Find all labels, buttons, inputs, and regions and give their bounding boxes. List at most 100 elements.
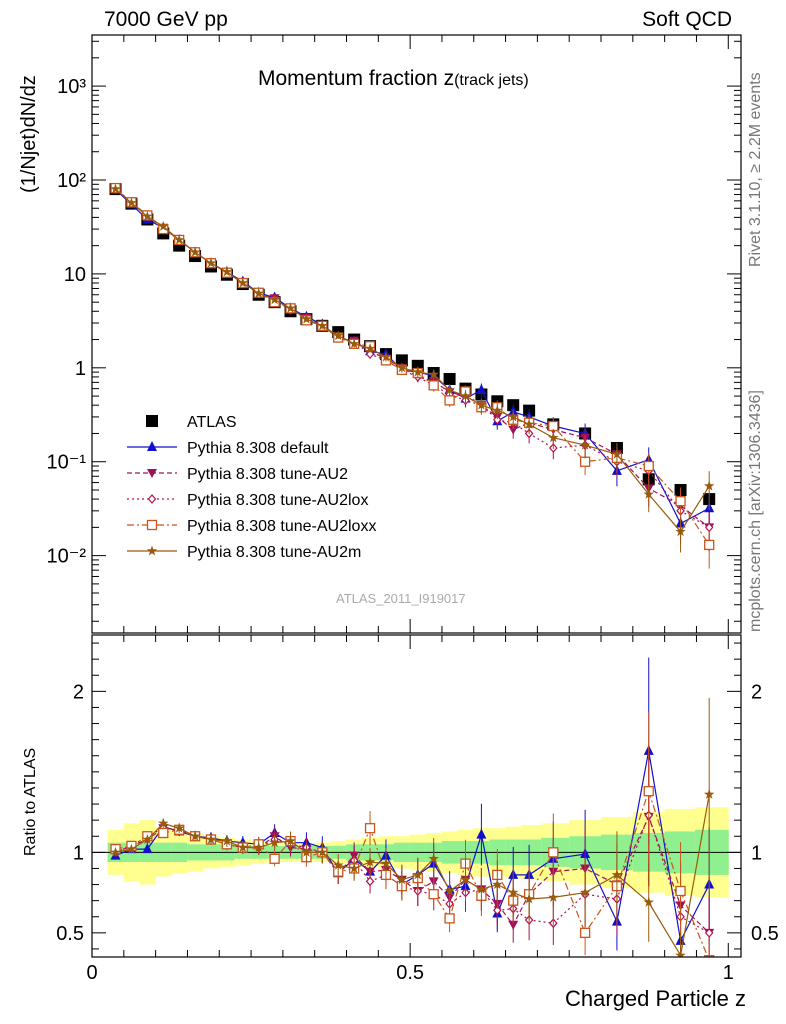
y-tick-label-main: 1 bbox=[75, 358, 86, 380]
data-point-AU2m bbox=[428, 853, 439, 864]
data-point-AU2m bbox=[380, 858, 392, 869]
data-point-AU2m bbox=[704, 480, 715, 491]
data-point-AU2m bbox=[444, 885, 455, 896]
data-point-default bbox=[142, 843, 153, 854]
data-point-AU2lox bbox=[365, 876, 375, 887]
data-point-AU2m bbox=[492, 879, 503, 889]
data-point-AU2m bbox=[675, 526, 686, 537]
data-point-AU2m bbox=[704, 788, 715, 799]
data-point-AU2m bbox=[317, 320, 328, 331]
data-point-AU2m bbox=[412, 869, 423, 880]
header-right: Soft QCD bbox=[642, 8, 732, 31]
axes-frames bbox=[91, 34, 742, 958]
data-point-AU2m bbox=[444, 384, 455, 395]
legend-marker-AU2lox bbox=[147, 494, 157, 504]
data-point-AU2loxx bbox=[643, 460, 654, 472]
y-tick-label-main: 10³ bbox=[57, 76, 86, 98]
y-tick-label-main: 10⁻¹ bbox=[47, 452, 87, 474]
data-point-default bbox=[476, 384, 487, 395]
data-point-AU2m bbox=[611, 448, 623, 459]
series-default-ratio bbox=[110, 657, 715, 957]
data-point-AU2m bbox=[428, 368, 439, 379]
y-tick-label-ratio-left: 1 bbox=[73, 842, 84, 864]
data-point-AU2m bbox=[189, 830, 201, 841]
series-AU2m bbox=[110, 183, 715, 553]
data-point-AU2m bbox=[173, 234, 185, 245]
data-point-AU2m bbox=[285, 835, 296, 846]
legend-label-AU2lox: Pythia 8.308 tune-AU2lox bbox=[187, 492, 368, 509]
y-axis-label-ratio: Ratio to ATLAS bbox=[22, 747, 39, 856]
data-point-AU2m bbox=[126, 843, 137, 854]
data-point-AU2m bbox=[523, 893, 535, 904]
data-point-AU2loxx bbox=[675, 885, 686, 897]
data-point-AU2m bbox=[508, 411, 519, 422]
data-point-AU2m bbox=[253, 842, 264, 852]
data-point-AU2m bbox=[158, 221, 169, 231]
legend-label-default: Pythia 8.308 default bbox=[187, 440, 329, 457]
data-point-AU2m bbox=[396, 362, 408, 373]
data-point-data bbox=[395, 354, 408, 367]
x-tick-label: 1 bbox=[723, 962, 734, 984]
data-point-AU2loxx bbox=[579, 927, 591, 938]
data-point-AU2loxx bbox=[704, 539, 715, 551]
data-point-default bbox=[476, 828, 487, 839]
data-point-AU2m bbox=[476, 883, 487, 894]
legend-marker-AU2loxx bbox=[146, 519, 158, 531]
data-point-AU2lox bbox=[493, 414, 502, 425]
legend-label-AU2m: Pythia 8.308 tune-AU2m bbox=[187, 544, 361, 561]
data-point-AU2m bbox=[476, 399, 487, 410]
x-tick-label: 0.5 bbox=[396, 962, 424, 984]
data-point-AU2m bbox=[189, 246, 201, 257]
data-point-AU2m bbox=[237, 842, 248, 852]
data-point-AU2m bbox=[221, 835, 233, 846]
data-point-AU2m bbox=[460, 390, 471, 401]
data-point-AU2m bbox=[205, 834, 217, 844]
y-tick-label-main: 10² bbox=[57, 170, 86, 192]
data-point-AU2m bbox=[333, 330, 344, 341]
y-tick-label-main: 10 bbox=[64, 264, 86, 286]
data-point-AU2loxx bbox=[428, 380, 439, 391]
data-point-AU2loxx bbox=[579, 456, 591, 467]
analysis-watermark: ATLAS_2011_I919017 bbox=[336, 591, 466, 606]
data-point-AU2m bbox=[364, 343, 376, 354]
series-line-AU2loxx bbox=[115, 789, 709, 957]
data-point-AU2m bbox=[269, 837, 280, 848]
data-point-AU2lox bbox=[493, 905, 502, 916]
data-point-AU2m bbox=[142, 834, 153, 844]
legend: ATLAS Pythia 8.308 default Pythia 8.308 tu… bbox=[127, 414, 376, 561]
y-tick-label-ratio-right: 1 bbox=[751, 842, 762, 864]
header-left: 7000 GeV pp bbox=[104, 8, 228, 31]
series-AU2m-ratio bbox=[110, 697, 715, 957]
y-tick-label-ratio-right: 2 bbox=[751, 681, 762, 703]
legend-label-AU2: Pythia 8.308 tune-AU2 bbox=[187, 466, 348, 483]
data-point-AU2m bbox=[523, 418, 535, 429]
data-point-AU2loxx bbox=[704, 955, 715, 957]
data-point-AU2m bbox=[110, 846, 121, 857]
legend-marker-AU2 bbox=[147, 469, 157, 478]
main-panel-frame bbox=[91, 34, 742, 634]
data-point-AU2m bbox=[237, 277, 248, 288]
data-point-AU2m bbox=[317, 846, 328, 857]
data-point-AU2loxx bbox=[444, 913, 455, 924]
mcplots-reference-label: mcplots.cern.ch [arXiv:1306.3436] bbox=[747, 390, 764, 632]
data-point-AU2m bbox=[285, 302, 296, 313]
data-point-AU2m bbox=[301, 313, 312, 324]
x-axis-label: Charged Particle z bbox=[565, 986, 746, 1011]
data-point-AU2m bbox=[643, 896, 654, 907]
legend-label-data: ATLAS bbox=[187, 414, 237, 431]
data-point-AU2m bbox=[253, 287, 264, 298]
data-point-AU2m bbox=[380, 351, 392, 362]
legend-marker-default bbox=[147, 441, 157, 451]
plot-title: Momentum fraction z(track jets) bbox=[258, 67, 529, 91]
data-point-AU2loxx bbox=[428, 889, 439, 900]
y-axis-label-main: (1/Njet)dN/dz bbox=[18, 75, 40, 193]
data-point-AU2loxx bbox=[364, 823, 376, 834]
data-point-AU2loxx bbox=[158, 827, 169, 839]
data-point-AU2lox bbox=[365, 349, 375, 360]
data-point-AU2m bbox=[205, 257, 217, 268]
data-point-AU2m bbox=[348, 338, 360, 349]
rivet-version-label: Rivet 3.1.10, ≥ 2.2M events bbox=[747, 72, 764, 267]
x-tick-label: 0 bbox=[86, 962, 97, 984]
ratio-panel-frame bbox=[91, 634, 742, 958]
